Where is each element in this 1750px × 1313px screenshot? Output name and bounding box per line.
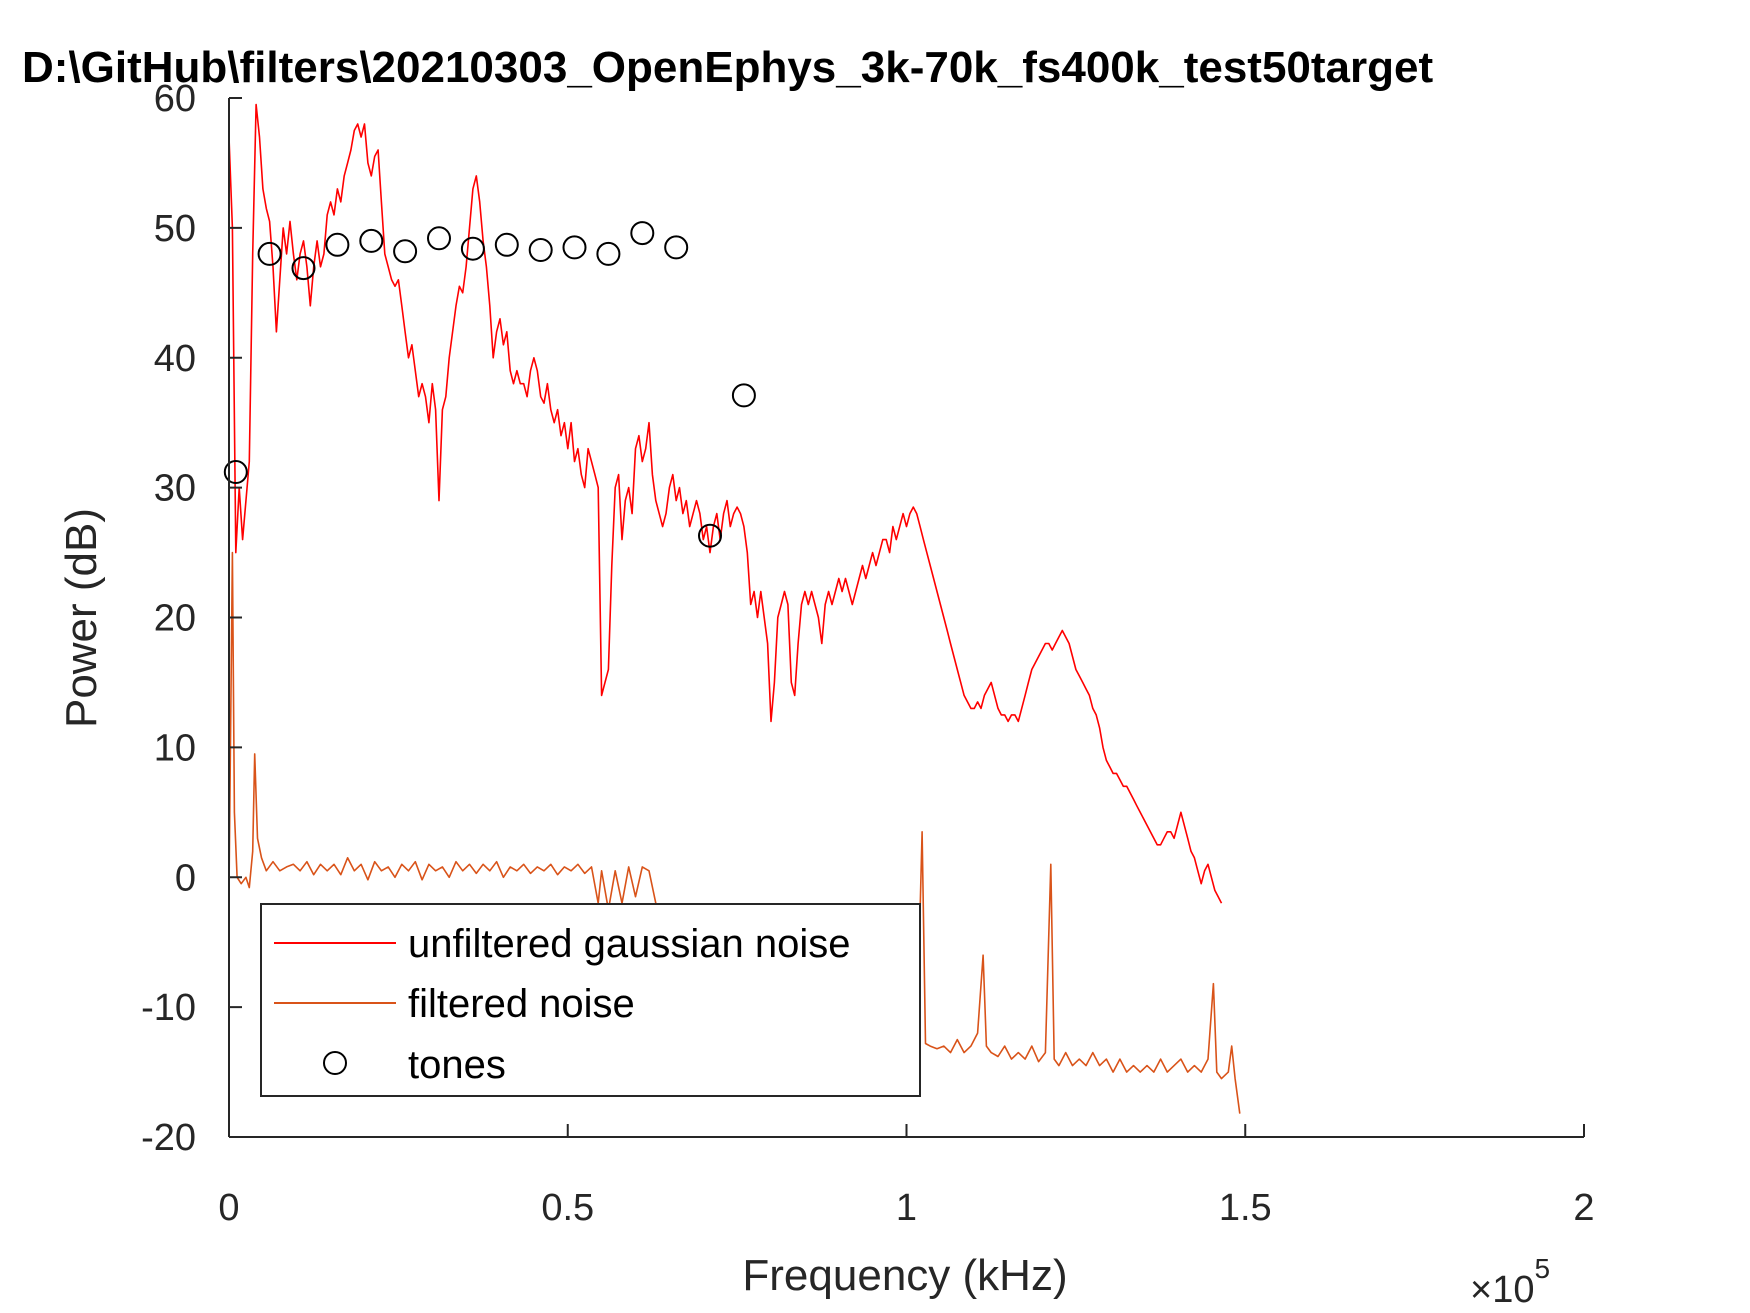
x-exponent-label: ×105 [1470,1253,1550,1311]
x-tick-label-2: 1 [896,1187,917,1229]
tone-marker-0 [223,460,248,484]
legend-label-filtered: filtered noise [408,982,635,1026]
tone-marker-4 [359,228,384,253]
legend-marker-tones [323,1051,347,1075]
x-tick-label-0: 0 [218,1187,239,1229]
y-tick-label-4: 20 [154,598,196,640]
legend-box [260,903,921,1097]
y-tick-label-5: 30 [154,468,196,510]
x-exponent-power: 5 [1534,1253,1550,1284]
tone-marker-3 [325,232,350,257]
y-tick-label-2: 0 [175,857,196,899]
y-tick-label-7: 50 [154,208,196,250]
tone-marker-1 [257,241,282,266]
legend: unfiltered gaussian noise filtered noise… [260,903,921,1097]
tone-marker-2 [291,256,316,281]
y-tick-label-0: -20 [141,1117,196,1159]
chart-title: D:\GitHub\filters\20210303_OpenEphys_3k-… [22,43,1433,92]
tone-marker-13 [664,235,689,260]
tone-marker-14 [698,523,722,548]
x-exponent-base: ×10 [1470,1269,1534,1311]
x-tick-label-4: 2 [1573,1187,1594,1229]
tone-marker-8 [494,232,519,257]
y-tick-label-6: 40 [154,338,196,380]
tone-marker-15 [731,383,756,408]
tone-marker-9 [528,238,553,262]
legend-label-tones: tones [408,1043,506,1087]
tone-marker-7 [460,236,485,261]
x-tick-label-3: 1.5 [1219,1187,1272,1229]
ticks-layer: 0 0.5 1 1.5 2 -20 -10 0 10 20 30 40 50 60 [141,78,1594,1229]
y-tick-label-8: 60 [154,78,196,120]
x-tick-label-1: 0.5 [541,1187,594,1229]
tone-marker-10 [562,235,587,260]
y-tick-label-3: 10 [154,727,196,769]
tone-marker-6 [427,226,451,251]
tone-marker-12 [630,221,655,246]
series-layer [223,103,1241,1114]
tone-marker-5 [393,239,418,264]
x-axis-label: Frequency (kHz) [742,1251,1067,1300]
y-tick-label-1: -10 [141,987,196,1029]
series-line-0 [228,103,1223,904]
tone-marker-11 [596,241,621,266]
legend-label-unfiltered: unfiltered gaussian noise [408,922,851,966]
y-axis-label: Power (dB) [57,508,106,728]
